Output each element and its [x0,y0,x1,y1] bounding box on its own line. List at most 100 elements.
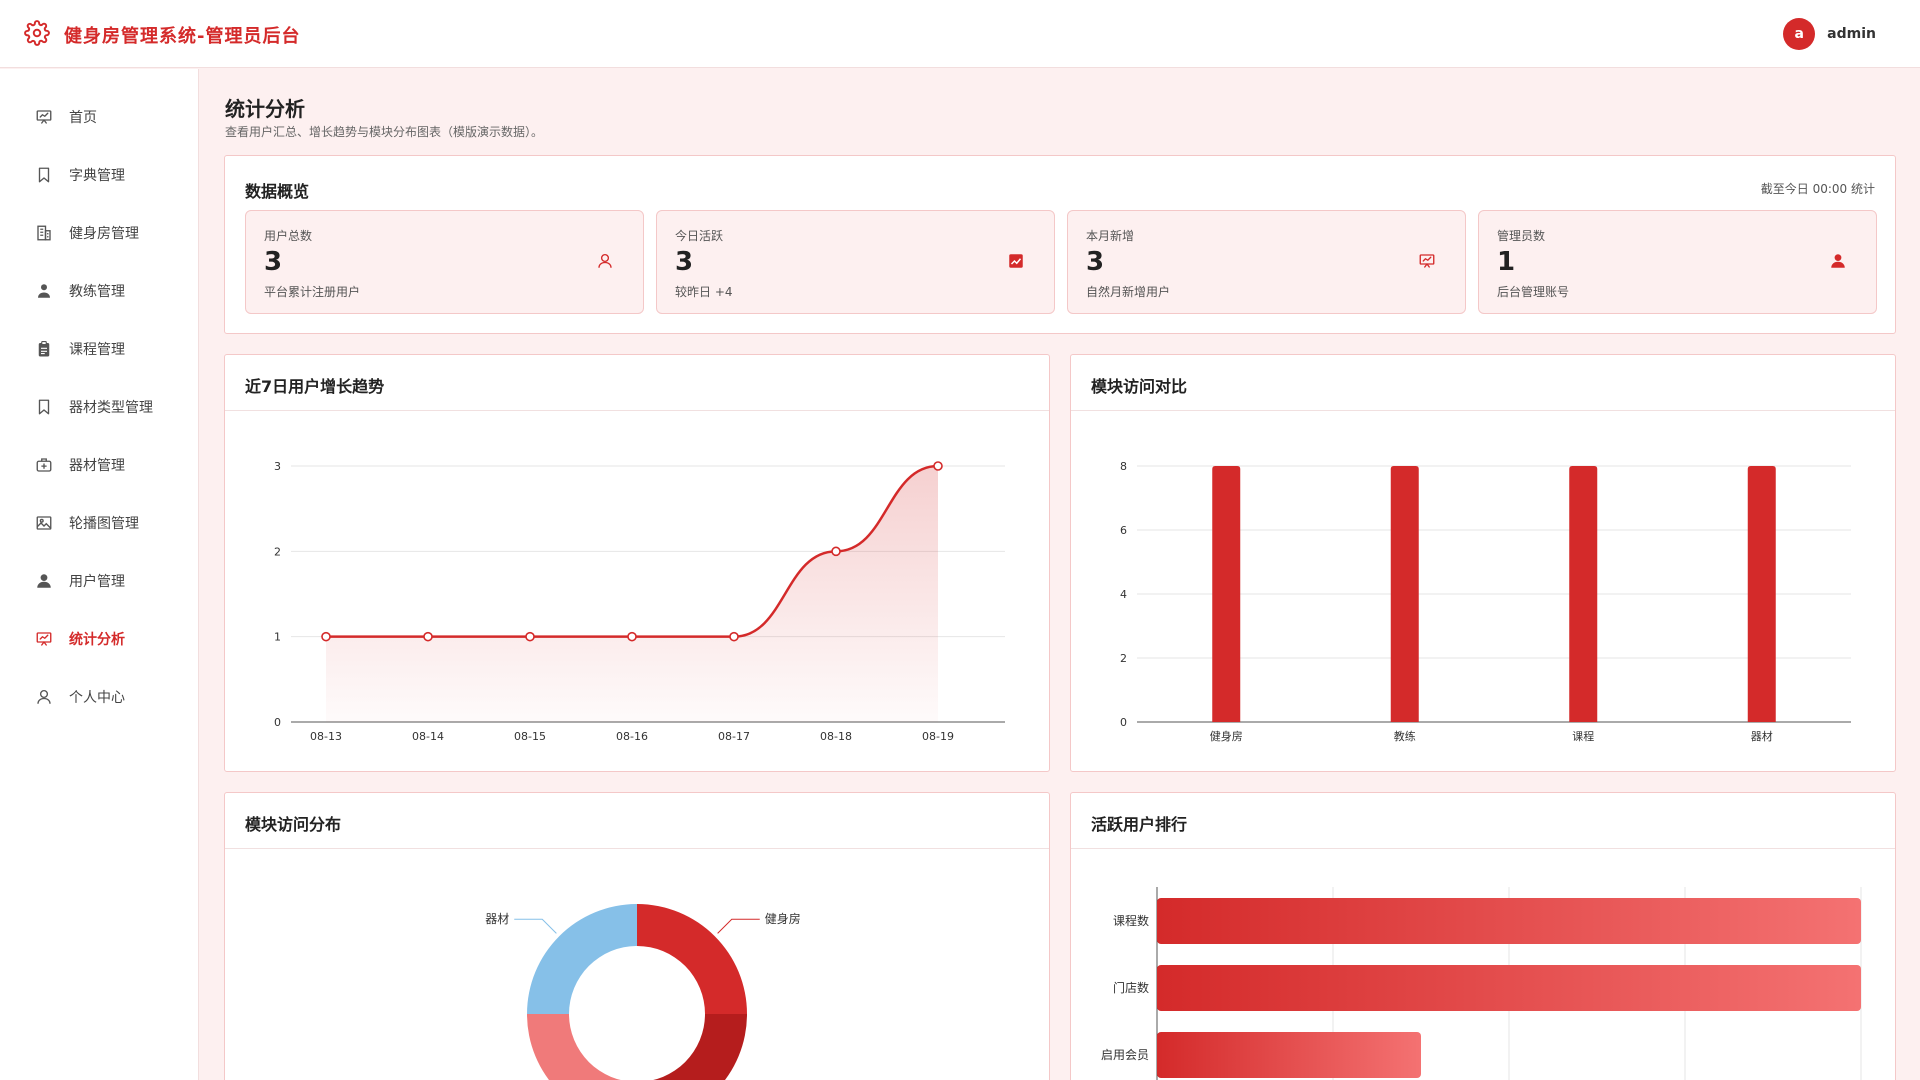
sidebar-item[interactable]: 用户管理 [0,561,199,601]
avatar[interactable]: a [1783,18,1816,50]
stat-label: 本月新增 [1086,229,1135,243]
bar [1157,1032,1421,1078]
bar [1157,898,1861,944]
sidebar-item[interactable]: 课程管理 [0,329,199,369]
module-distribution-card: 模块访问分布 健身房 器材 [224,792,1050,1080]
stat-card: 今日活跃 3 较昨日 +4 [656,210,1055,314]
growth-trend-card: 近7日用户增长趋势 0 1 2 3 08-13 08-14 08-15 08-16 08-17 0… [224,354,1050,772]
donut-slice [653,1014,747,1080]
building-icon [35,224,53,242]
stat-subtext: 后台管理账号 [1497,285,1570,299]
sidebar-item[interactable]: 统计分析 [0,619,199,659]
data-overview-panel: 数据概览 截至今日 00:00 统计 用户总数 3 平台累计注册用户 今日活跃 3 较昨日… [224,155,1896,334]
slice-label: 器材 [485,912,509,926]
sidebar: 首页字典管理健身房管理教练管理课程管理器材类型管理 器材管理轮播图管理用户管理统计… [0,69,199,1080]
stat-subtext: 自然月新增用户 [1086,285,1171,299]
x-tick-label: 08-19 [922,730,954,743]
data-point [423,631,433,642]
y-tick-label: 6 [1120,524,1127,537]
sidebar-item-label: 器材管理 [69,458,125,474]
data-point [933,461,943,471]
y-tick-label: 启用会员 [1101,1048,1149,1062]
sidebar-item-label: 课程管理 [69,342,125,358]
x-tick-label: 08-18 [820,730,852,743]
stat-value: 3 [675,247,694,277]
bookmark-icon [35,398,53,416]
trend-chart-icon [1006,251,1026,271]
image-icon [35,514,53,532]
sidebar-item-label: 教练管理 [69,284,125,300]
sidebar-item[interactable]: 器材管理 [0,445,199,485]
chart-board-icon [35,108,53,126]
x-tick-label: 健身房 [1210,729,1243,743]
page-title: 统计分析 [225,97,305,121]
stat-label: 今日活跃 [675,229,724,243]
card-title: 近7日用户增长趋势 [225,355,1049,411]
stat-value: 3 [1086,247,1105,277]
overview-note: 截至今日 00:00 统计 [1760,182,1875,196]
stat-label: 用户总数 [264,229,313,243]
x-tick-label: 器材 [1751,729,1773,743]
x-tick-label: 课程 [1572,730,1594,743]
sidebar-item-label: 用户管理 [69,574,125,590]
sidebar-item[interactable]: 轮播图管理 [0,503,199,543]
gear-icon [24,20,50,50]
sidebar-item[interactable]: 教练管理 [0,271,199,311]
x-tick-label: 08-14 [412,730,444,743]
stat-value: 1 [1497,247,1516,277]
bar [1569,466,1598,722]
sidebar-item-label: 轮播图管理 [69,516,139,532]
overview-title: 数据概览 [245,182,310,201]
y-tick-label: 0 [1120,716,1127,729]
user-icon [1828,251,1848,271]
stat-value: 3 [264,247,283,277]
x-tick-label: 教练 [1394,729,1416,743]
data-point [627,631,637,642]
stat-card: 本月新增 3 自然月新增用户 [1067,210,1466,314]
bar [1747,466,1776,722]
medkit-icon [35,456,53,474]
data-point [831,546,841,557]
sidebar-item[interactable]: 健身房管理 [0,213,199,253]
sidebar-item-label: 统计分析 [69,632,125,648]
bar [1157,965,1861,1011]
module-donut-chart: 健身房 器材 [485,904,801,1080]
y-tick-label: 门店数 [1113,980,1149,995]
x-tick-label: 08-15 [514,730,546,743]
series-area [326,466,938,722]
main-content: 统计分析 查看用户汇总、增长趋势与模块分布图表（模版演示数据）。 数据概览 截至… [200,69,1920,1080]
chart-board-icon [1417,251,1437,271]
active-user-ranking-card: 活跃用户排行 课程数 门店数 启用会员 [1070,792,1896,1080]
page-description: 查看用户汇总、增长趋势与模块分布图表（模版演示数据）。 [225,125,544,139]
y-tick-label: 8 [1120,460,1127,473]
chart-board-icon [35,630,53,648]
y-tick-label: 3 [274,460,281,473]
username[interactable]: admin [1827,26,1876,42]
data-point [729,631,739,642]
clipboard-icon [35,340,53,358]
top-bar: 健身房管理系统-管理员后台 a admin [0,0,1920,68]
user-menu[interactable]: a admin [1783,18,1876,50]
slice-label: 健身房 [765,911,801,926]
coach-icon [35,282,53,300]
y-tick-label: 2 [274,545,281,558]
sidebar-item[interactable]: 个人中心 [0,677,199,717]
slice-leader-line [514,918,557,934]
slice-leader-line [717,918,760,934]
stat-subtext: 较昨日 +4 [675,285,733,299]
brand: 健身房管理系统-管理员后台 [24,20,300,50]
stat-label: 管理员数 [1497,229,1546,243]
bookmark-icon [35,166,53,184]
donut-slice [527,904,637,1014]
data-point [321,631,331,642]
growth-line-chart: 0 1 2 3 08-13 08-14 08-15 08-16 08-17 08-18 08-19 [274,460,1005,743]
sidebar-item[interactable]: 字典管理 [0,155,199,195]
sidebar-item[interactable]: 首页 [0,97,199,137]
sidebar-item[interactable]: 器材类型管理 [0,387,199,427]
y-tick-label: 0 [274,716,281,729]
donut-slice [527,1014,621,1080]
sidebar-item-label: 器材类型管理 [69,400,153,416]
x-tick-label: 08-17 [718,730,750,743]
module-bar-chart: 0 2 4 6 8 健身房 教练 课程 器材 [1120,460,1851,743]
card-title: 模块访问对比 [1071,355,1895,411]
